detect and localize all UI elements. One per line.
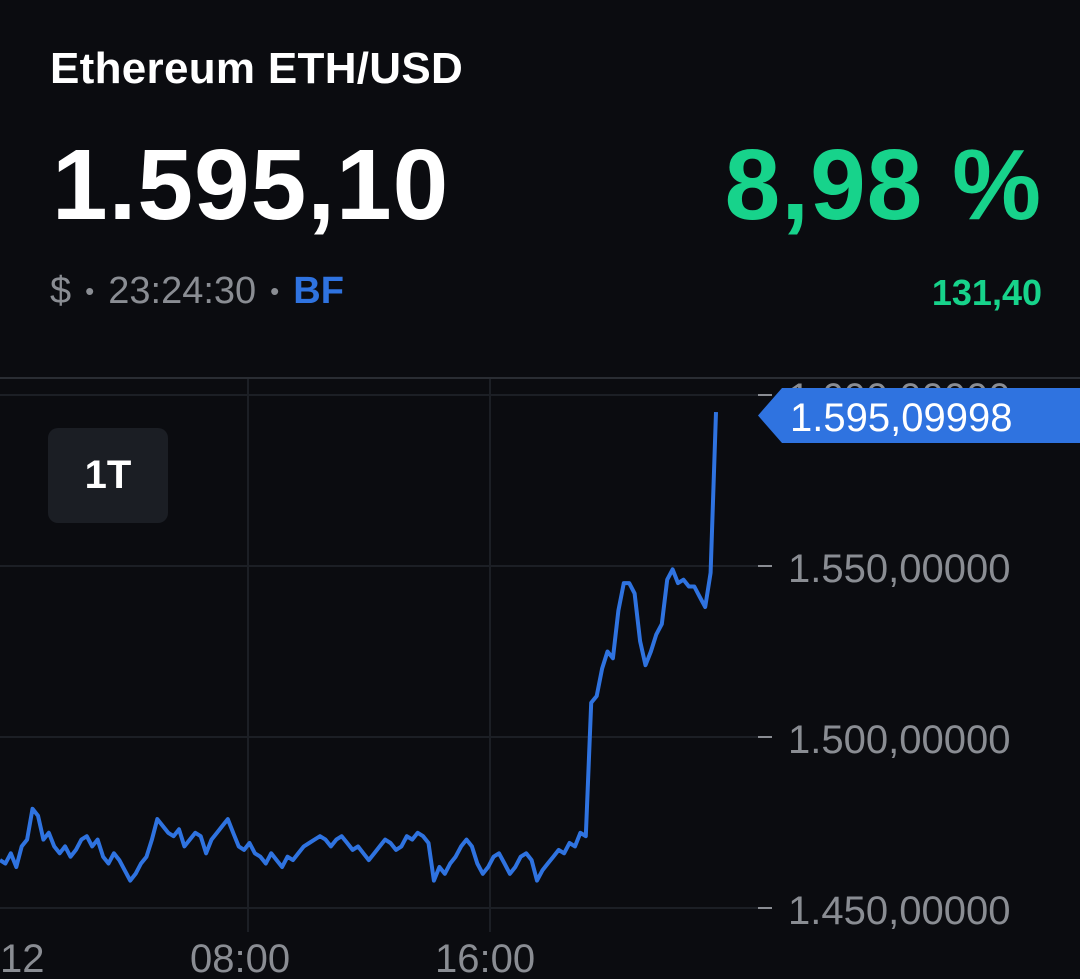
instrument-title: Ethereum ETH/USD xyxy=(50,44,464,93)
change-percent: 8,98 % xyxy=(724,129,1042,241)
separator-dot: • xyxy=(270,276,280,306)
exchange-source[interactable]: BF xyxy=(293,270,344,312)
x-tick-label: 08:00 xyxy=(190,937,290,979)
current-price-tag xyxy=(758,388,1080,443)
quote-meta: $ • 23:24:30 • BF xyxy=(50,270,344,313)
price-series-line xyxy=(0,412,718,883)
change-absolute: 131,40 xyxy=(931,272,1042,313)
current-price: 1.595,10 xyxy=(52,129,450,241)
y-tick-label: 1.550,00000 xyxy=(788,547,1010,591)
currency-label: $ xyxy=(50,270,72,312)
range-button-1t[interactable]: 1T xyxy=(48,428,168,523)
x-tick-label: 16:00 xyxy=(435,937,535,979)
quote-time: 23:24:30 xyxy=(108,270,257,312)
price-chart[interactable]: 1.600,000001.550,000001.500,000001.450,0… xyxy=(0,377,1080,979)
current-price-tag-label: 1.595,09998 xyxy=(790,396,1012,440)
y-tick-label: 1.500,00000 xyxy=(788,718,1010,762)
y-tick-label: 1.450,00000 xyxy=(788,889,1010,933)
separator-dot: • xyxy=(85,276,95,306)
x-tick-label: 12 xyxy=(0,937,45,979)
